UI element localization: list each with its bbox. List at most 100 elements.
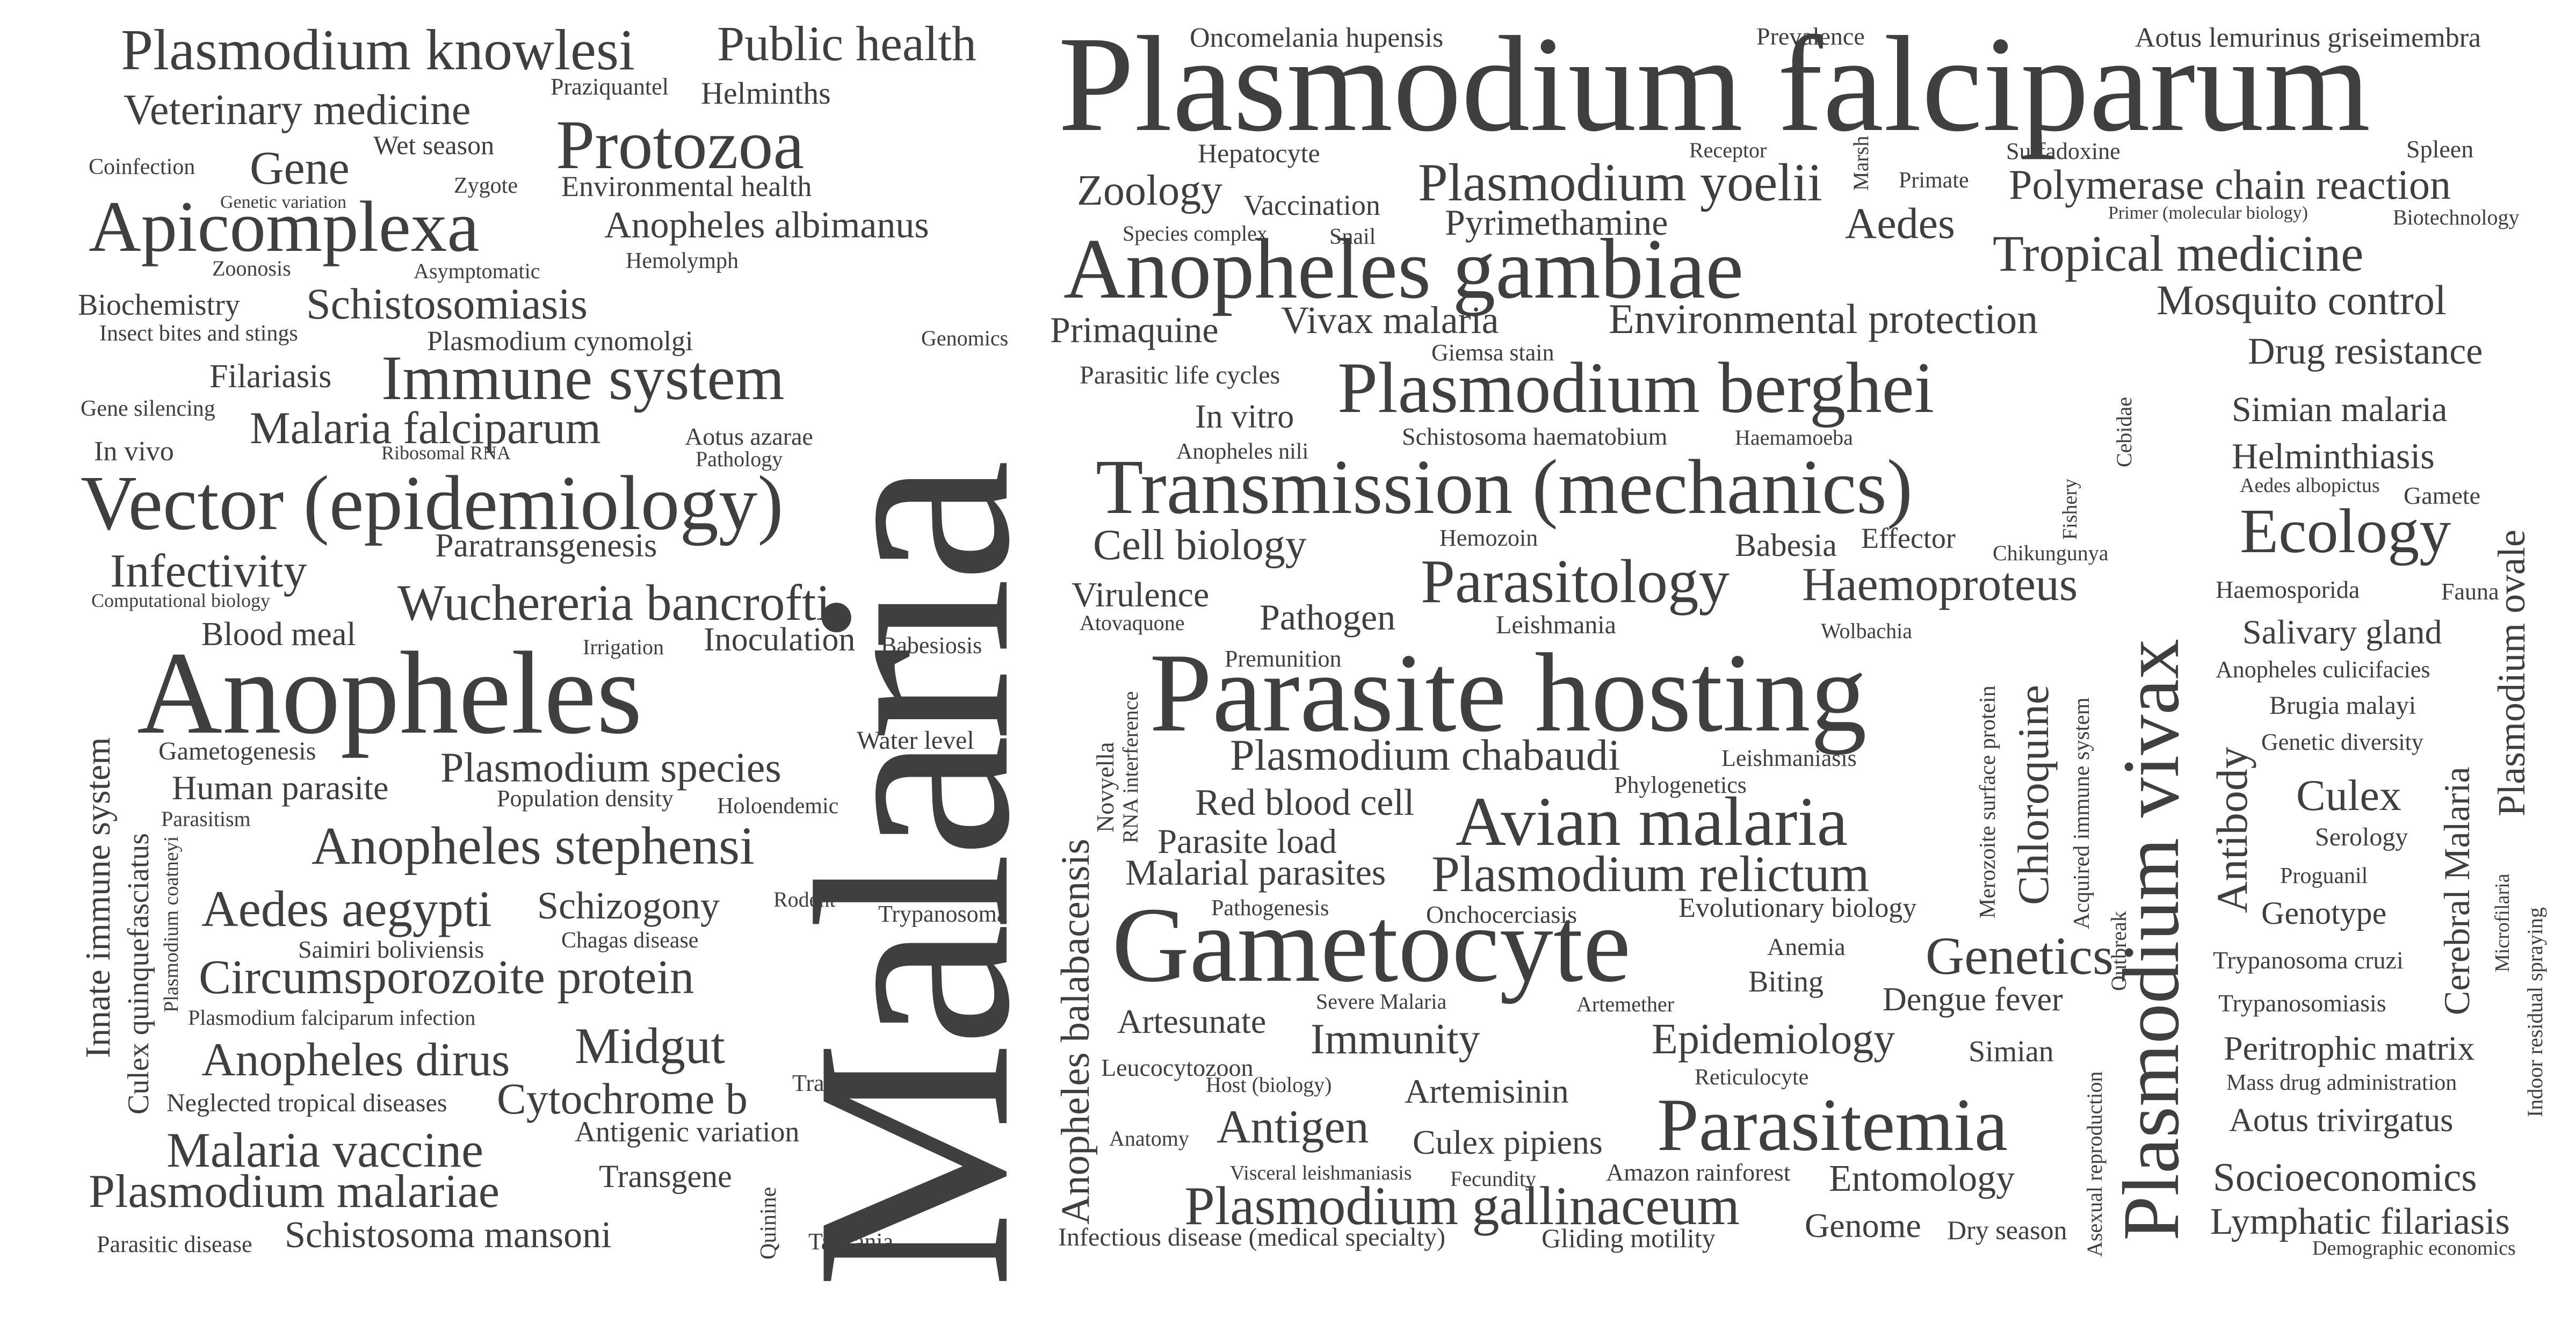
word-parasitism: Parasitism — [161, 807, 251, 831]
word-entomology: Entomology — [1829, 1158, 2015, 1199]
word-asymptomatic: Asymptomatic — [414, 259, 540, 283]
word-babesiosis: Babesiosis — [881, 632, 982, 659]
word-irrigation: Irrigation — [583, 635, 664, 659]
word-snail: Snail — [1329, 225, 1376, 249]
word-cytochrome-b: Cytochrome b — [497, 1074, 748, 1123]
word-anopheles-culicifacies: Anopheles culicifacies — [2216, 656, 2430, 683]
word-plasmodium-cynomolgi: Plasmodium cynomolgi — [427, 326, 693, 357]
word-parasite-hosting: Parasite hosting — [1149, 631, 1867, 755]
word-anatomy: Anatomy — [1109, 1126, 1189, 1151]
word-antigen: Antigen — [1217, 1101, 1369, 1153]
word-plasmodium-falciparum-infection: Plasmodium falciparum infection — [188, 1005, 476, 1030]
word-plasmodium-relictum: Plasmodium relictum — [1431, 845, 1870, 902]
word-environmental-protection: Environmental protection — [1609, 295, 2038, 342]
word-malaria-falciparum: Malaria falciparum — [250, 403, 601, 453]
word-haemamoeba: Haemamoeba — [1735, 425, 1853, 450]
word-plasmodium-gallinaceum: Plasmodium gallinaceum — [1184, 1176, 1740, 1236]
word-ribosomal-rna: Ribosomal RNA — [381, 442, 511, 464]
word-socioeconomics: Socioeconomics — [2213, 1155, 2477, 1200]
word-zoonosis: Zoonosis — [212, 256, 291, 280]
word-merozoite-surface-protein: Merozoite surface protein — [1976, 685, 2000, 918]
word-artesunate: Artesunate — [1117, 1002, 1267, 1040]
word-quinine: Quinine — [756, 1186, 781, 1260]
word-schistosomiasis: Schistosomiasis — [306, 279, 588, 328]
word-severe-malaria: Severe Malaria — [1316, 989, 1447, 1014]
word-antigenic-variation: Antigenic variation — [575, 1116, 800, 1148]
word-midgut: Midgut — [575, 1017, 725, 1074]
word-amazon-rainforest: Amazon rainforest — [1606, 1159, 1791, 1186]
word-anopheles: Anopheles — [137, 627, 642, 758]
word-plasmodium-chabaudi: Plasmodium chabaudi — [1230, 730, 1620, 779]
word-proguanil: Proguanil — [2280, 864, 2368, 888]
word-pathogen: Pathogen — [1260, 597, 1396, 638]
word-parasite-load: Parasite load — [1157, 822, 1337, 861]
word-effector: Effector — [1861, 522, 1956, 554]
word-simian: Simian — [1969, 1035, 2054, 1068]
word-ecology: Ecology — [2240, 496, 2451, 566]
word-anopheles-nili: Anopheles nili — [1176, 439, 1309, 464]
word-aotus-trivirgatus: Aotus trivirgatus — [2229, 1102, 2454, 1139]
word-artemether: Artemether — [1576, 992, 1675, 1016]
word-anopheles-gambiae: Anopheles gambiae — [1063, 221, 1744, 316]
word-rodent: Rodent — [773, 887, 836, 911]
word-demographic-economics: Demographic economics — [2312, 1237, 2516, 1260]
word-tanzania: Tanzania — [808, 1228, 894, 1255]
word-dengue-fever: Dengue fever — [1883, 981, 2063, 1018]
word-giemsa-stain: Giemsa stain — [1431, 339, 1554, 366]
word-fauna: Fauna — [2441, 578, 2499, 605]
word-acquired-immune-system: Acquired immune system — [2070, 697, 2094, 929]
word-plasmodium-berghei: Plasmodium berghei — [1337, 348, 1935, 428]
word-novyella: Novyella — [1091, 742, 1119, 833]
word-aedes-aegypti: Aedes aegypti — [201, 880, 492, 937]
word-gene: Gene — [250, 142, 350, 194]
word-cell-biology: Cell biology — [1093, 522, 1307, 569]
word-microfilaria: Microfilaria — [2491, 873, 2514, 972]
word-anopheles-albimanus: Anopheles albimanus — [604, 205, 929, 246]
word-brugia-malayi: Brugia malayi — [2269, 691, 2416, 720]
word-vivax-malaria: Vivax malaria — [1281, 299, 1499, 342]
word-leucocytozoon: Leucocytozoon — [1101, 1054, 1254, 1081]
word-plasmodium-species: Plasmodium species — [440, 744, 782, 791]
word-filariasis: Filariasis — [209, 358, 332, 395]
word-computational-biology: Computational biology — [91, 590, 270, 611]
word-immune-system: Immune system — [381, 343, 785, 413]
word-plasmodium-yoelii: Plasmodium yoelii — [1418, 153, 1822, 212]
word-biochemistry: Biochemistry — [78, 288, 240, 322]
word-culex-pipiens: Culex pipiens — [1413, 1123, 1603, 1161]
word-water-level: Water level — [857, 726, 974, 755]
word-cerebral-malaria: Cerebral Malaria — [2436, 766, 2477, 1015]
word-in-vivo: In vivo — [94, 436, 174, 467]
word-anopheles-balabacensis: Anopheles balabacensis — [1053, 838, 1098, 1225]
word-holoendemic: Holoendemic — [717, 794, 839, 819]
word-plasmodium-coatneyi: Plasmodium coatneyi — [160, 836, 183, 1012]
word-serology: Serology — [2315, 823, 2408, 851]
word-outbreak: Outbreak — [2107, 911, 2131, 991]
word-aotus-azarae: Aotus azarae — [685, 423, 813, 450]
word-zygote: Zygote — [454, 173, 518, 198]
word-genetics: Genetics — [1926, 926, 2114, 986]
word-red-blood-cell: Red blood cell — [1195, 782, 1415, 823]
word-blood-meal: Blood meal — [201, 616, 356, 653]
word-primer-molecular-biology: Primer (molecular biology) — [2108, 203, 2309, 223]
word-antibody: Antibody — [2208, 747, 2256, 913]
word-host-biology: Host (biology) — [1206, 1073, 1332, 1097]
word-plasmodium-knowlesi: Plasmodium knowlesi — [121, 18, 635, 82]
word-aedes: Aedes — [1845, 199, 1955, 248]
word-plasmodium-malariae: Plasmodium malariae — [89, 1166, 500, 1218]
word-fecundity: Fecundity — [1450, 1167, 1536, 1191]
word-population-density: Population density — [497, 785, 674, 812]
word-transmission-mechanics: Transmission (mechanics) — [1096, 444, 1913, 530]
word-pyrimethamine: Pyrimethamine — [1445, 202, 1668, 243]
word-marsh: Marsh — [1849, 135, 1873, 191]
word-leishmania: Leishmania — [1496, 611, 1616, 639]
word-simian-malaria: Simian malaria — [2232, 390, 2448, 429]
word-saimiri-boliviensis: Saimiri boliviensis — [298, 936, 484, 963]
word-infectivity: Infectivity — [110, 545, 307, 597]
word-aedes-albopictus: Aedes albopictus — [2240, 474, 2380, 497]
word-cebidae: Cebidae — [2112, 396, 2136, 467]
word-species-complex: Species complex — [1123, 221, 1268, 245]
word-vector-epidemiology: Vector (epidemiology) — [81, 460, 784, 546]
word-parasitemia: Parasitemia — [1657, 1083, 2008, 1167]
word-plasmodium-falciparum: Plasmodium falciparum — [1058, 9, 2371, 160]
